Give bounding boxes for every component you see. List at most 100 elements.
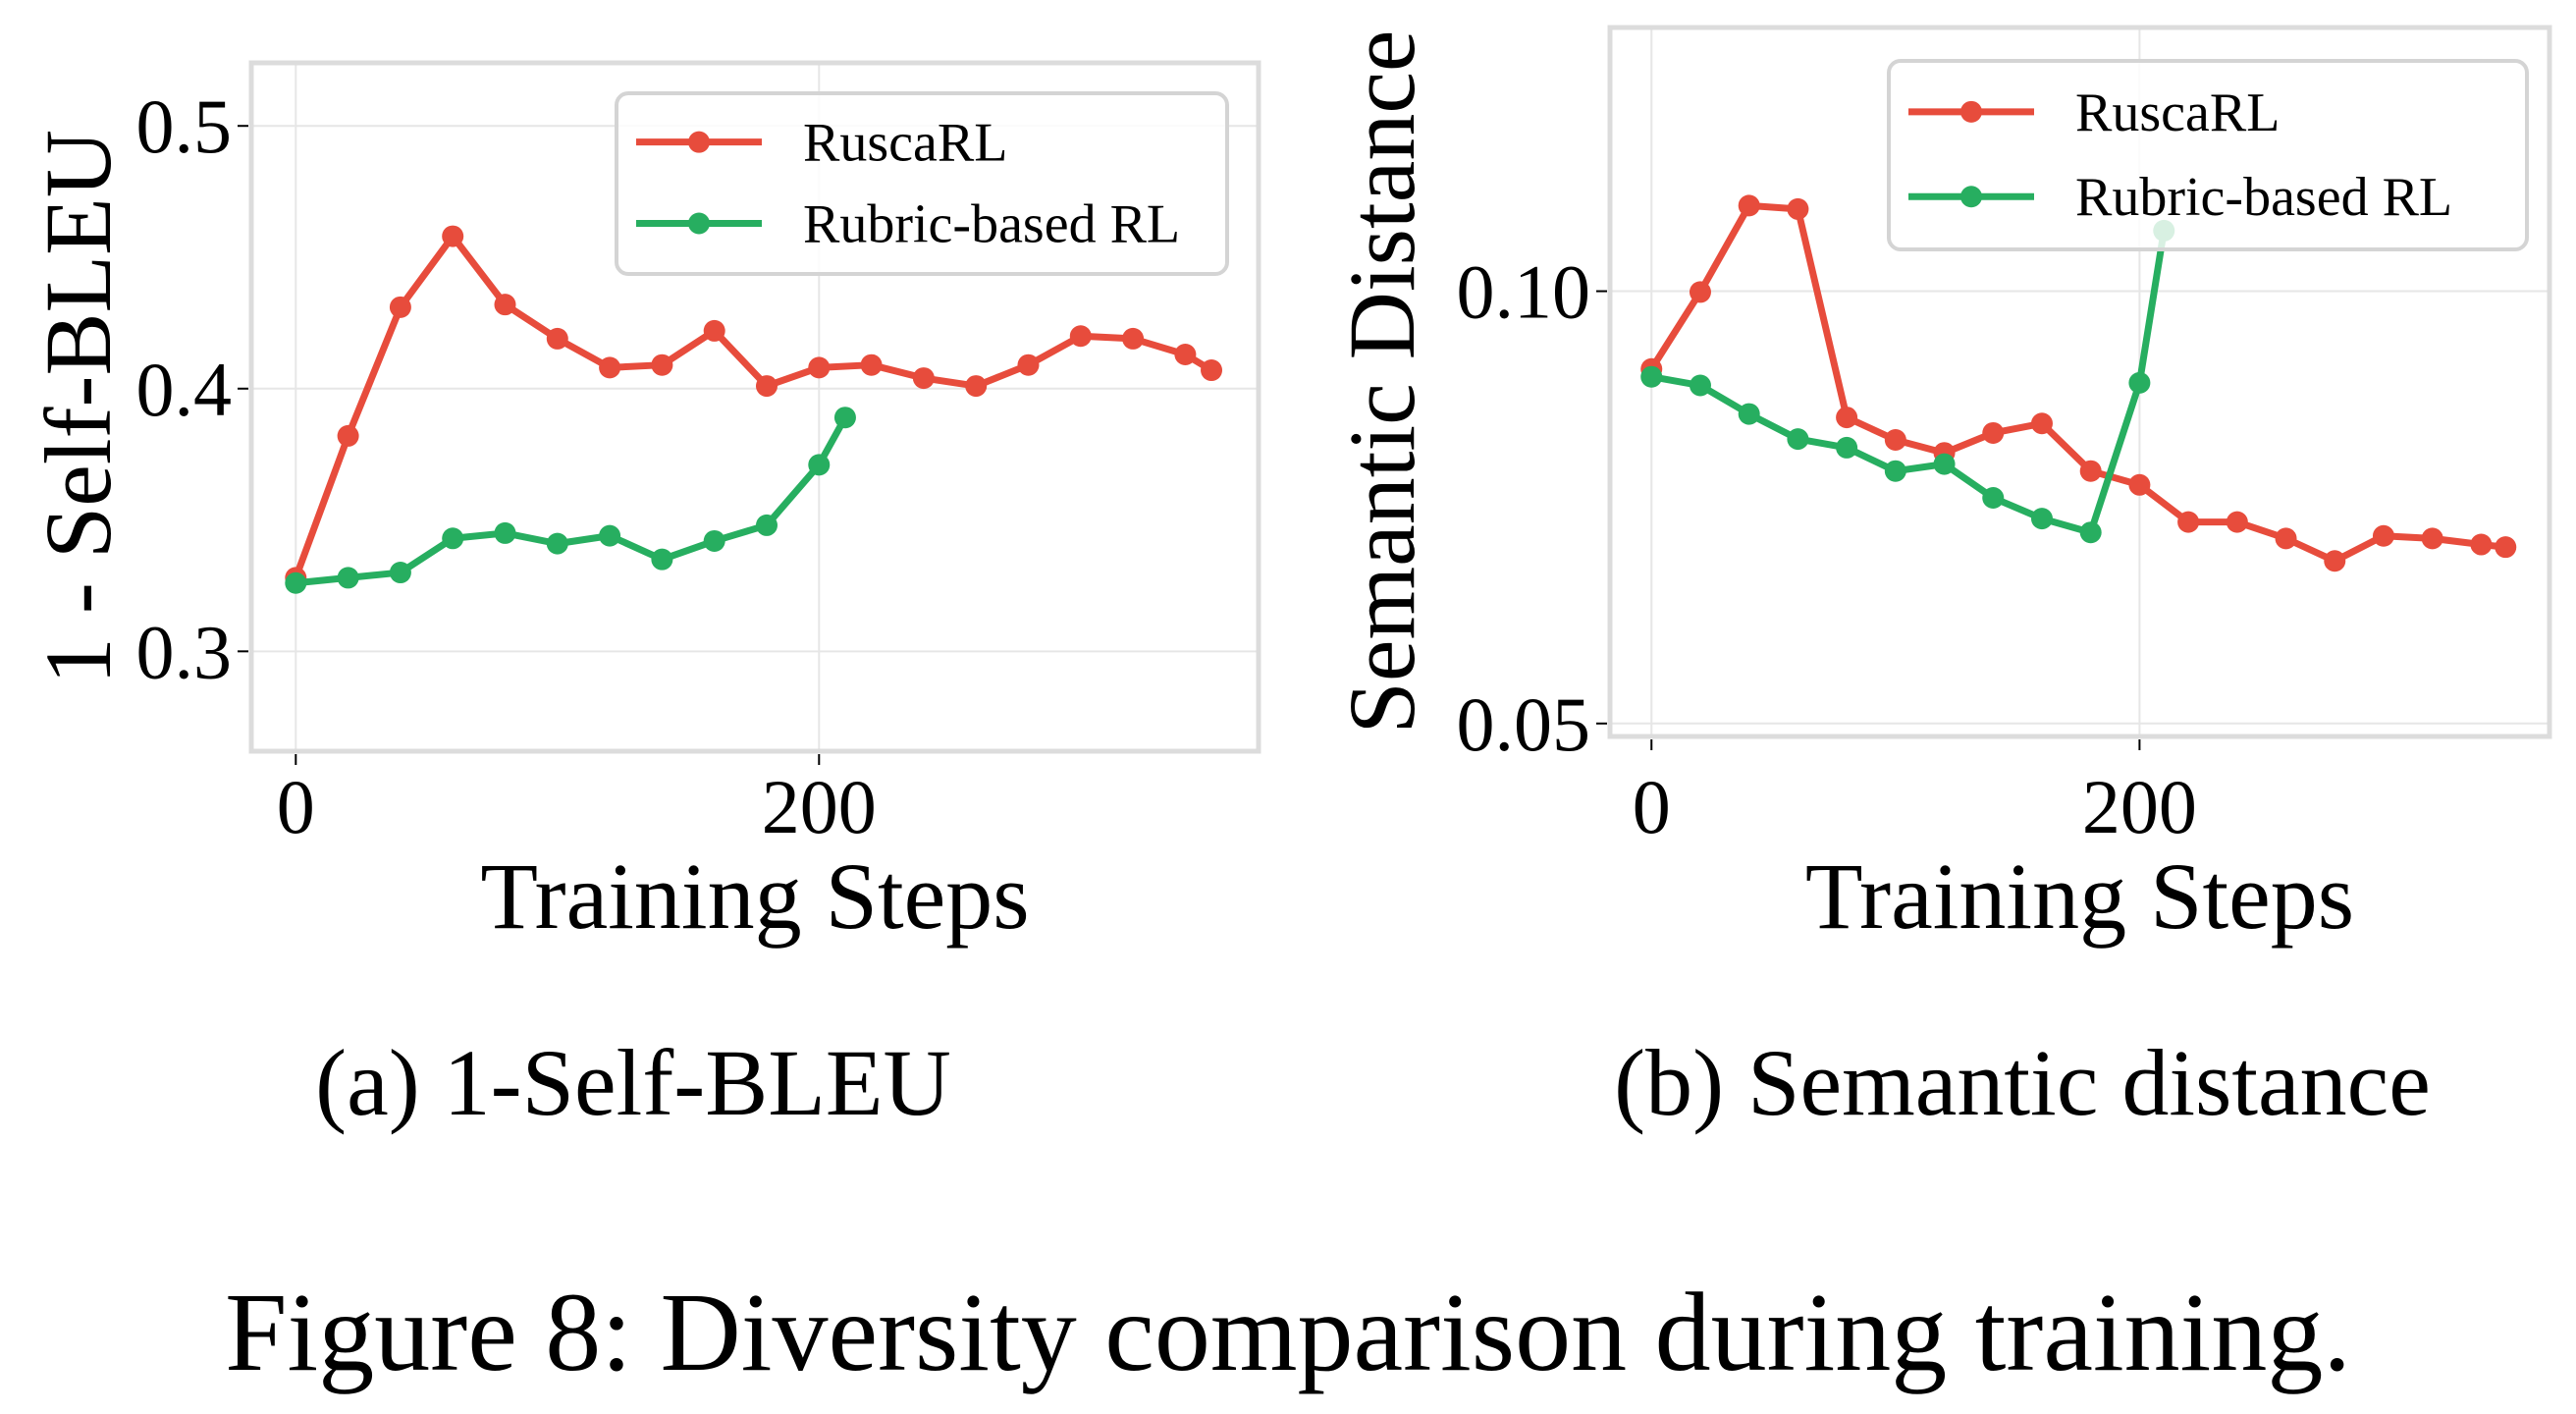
data-point (965, 375, 988, 398)
data-point (1122, 327, 1145, 350)
legend: RuscaRL Rubric-based RL (1887, 59, 2529, 251)
data-point (2030, 412, 2053, 435)
series-ruscarl (1640, 194, 2517, 572)
data-point (546, 327, 568, 350)
y-tick-label: 0.4 (136, 347, 233, 432)
y-tick-label: 0.3 (136, 609, 233, 694)
axes-frame (1607, 25, 2552, 739)
data-point (285, 571, 307, 594)
data-point (1689, 281, 1711, 303)
data-point (2495, 536, 2517, 559)
data-point (2226, 511, 2248, 533)
subcaption: (b) Semantic distance (1614, 1030, 2431, 1135)
data-point (389, 562, 411, 584)
data-point (755, 514, 778, 536)
data-point (703, 319, 725, 342)
panel-self-bleu: 0 200 0.3 0.4 0.5 Training Steps 1 - Self-BL… (26, 60, 1261, 1135)
y-tick-label: 0.5 (136, 83, 233, 169)
data-point (1787, 197, 1809, 220)
data-point (442, 225, 464, 247)
legend-marker-rubric-based-rl (688, 212, 710, 235)
x-tick-label: 0 (1633, 764, 1671, 849)
data-point (599, 356, 621, 379)
x-tick-label: 200 (2082, 764, 2197, 849)
data-point (494, 294, 516, 316)
legend-entry-rubric-based-rl: Rubric-based RL (1908, 167, 2452, 228)
data-point (2421, 527, 2443, 550)
series-rubric-based-rl (1640, 219, 2175, 544)
data-point (1738, 194, 1760, 217)
data-point (912, 367, 935, 390)
data-point (2128, 473, 2151, 496)
data-point (1933, 453, 1956, 475)
legend-box (1887, 59, 2529, 251)
legend-marker-ruscarl (688, 131, 710, 153)
data-point (808, 454, 831, 476)
data-point (2079, 521, 2102, 544)
data-point (1884, 428, 1906, 451)
y-axis-label: Semantic Distance (1329, 29, 1434, 734)
data-point (651, 548, 673, 571)
data-point (1069, 325, 1092, 348)
y-axis-label: 1 - Self-BLEU (26, 130, 131, 684)
data-point (1017, 354, 1040, 376)
panel-semantic-distance: 0 200 0.05 0.10 Training Steps Semantic Dis… (1329, 25, 2552, 1135)
data-point (2030, 508, 2053, 530)
legend-entry-ruscarl: RuscaRL (636, 113, 1007, 174)
figure-caption: Figure 8: Diversity comparison during tr… (225, 1270, 2351, 1394)
series-line-rubric-based-rl (292, 413, 849, 587)
y-tick-label: 0.05 (1457, 681, 1591, 767)
legend-box (615, 91, 1229, 276)
series-ruscarl (285, 225, 1223, 589)
legend-marker-ruscarl (1960, 100, 1982, 123)
data-point (755, 375, 778, 398)
series-layer (285, 225, 1223, 594)
data-point (1836, 436, 1858, 459)
ticks: 0 200 0.3 0.4 0.5 (136, 83, 877, 849)
data-point (1884, 460, 1906, 482)
data-point (1174, 343, 1197, 365)
legend-entry-rubric-based-rl: Rubric-based RL (636, 193, 1180, 254)
data-point (2177, 511, 2200, 533)
axes-frame (248, 60, 1261, 754)
series-line-ruscarl (1647, 201, 2509, 565)
data-point (2372, 524, 2394, 547)
data-point (389, 296, 411, 318)
data-point (494, 521, 516, 544)
data-point (599, 524, 621, 547)
legend-label-ruscarl: RuscaRL (2075, 82, 2280, 143)
legend-label-rubric-based-rl: Rubric-based RL (2075, 167, 2452, 228)
data-point (860, 354, 883, 376)
series-rubric-based-rl (285, 407, 856, 594)
data-point (651, 354, 673, 376)
legend-entry-ruscarl: RuscaRL (1908, 82, 2280, 143)
x-tick-label: 0 (277, 764, 315, 849)
data-point (1201, 359, 1223, 382)
legend-marker-rubric-based-rl (1960, 186, 1982, 208)
x-axis-label: Training Steps (480, 843, 1029, 949)
y-tick-label: 0.10 (1457, 249, 1591, 335)
data-point (703, 529, 725, 552)
legend-label-ruscarl: RuscaRL (803, 113, 1007, 174)
data-point (1738, 403, 1760, 425)
data-point (2275, 527, 2297, 550)
data-point (1787, 428, 1809, 451)
data-point (546, 532, 568, 555)
data-point (1982, 421, 2005, 444)
data-point (2324, 550, 2346, 572)
data-point (337, 424, 359, 447)
legend: RuscaRL Rubric-based RL (615, 91, 1229, 276)
data-point (2128, 371, 2151, 394)
ticks: 0 200 0.05 0.10 (1457, 249, 2197, 849)
data-point (1836, 407, 1858, 429)
subcaption: (a) 1-Self-BLEU (315, 1030, 951, 1135)
data-point (337, 567, 359, 589)
series-line-rubric-based-rl (1647, 227, 2168, 536)
data-point (1640, 365, 1663, 388)
data-point (442, 527, 464, 550)
data-point (808, 356, 831, 379)
data-point (2079, 460, 2102, 482)
series-layer (1640, 194, 2517, 572)
x-tick-label: 200 (762, 764, 877, 849)
